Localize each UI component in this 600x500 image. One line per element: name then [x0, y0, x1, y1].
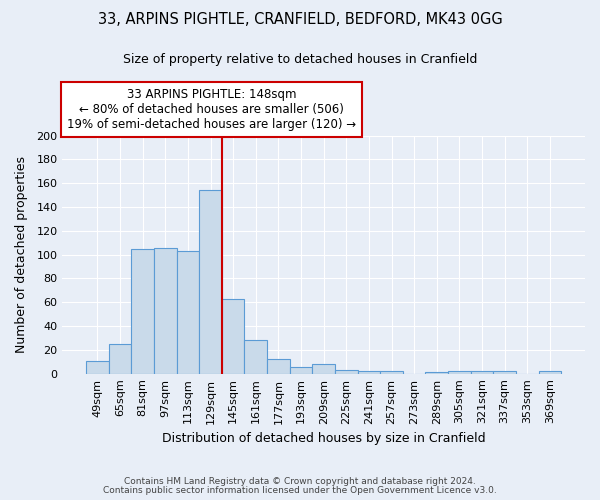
Bar	[358, 372, 380, 374]
Bar	[380, 372, 403, 374]
Text: Contains HM Land Registry data © Crown copyright and database right 2024.: Contains HM Land Registry data © Crown c…	[124, 477, 476, 486]
Bar	[290, 366, 313, 374]
Bar	[493, 372, 516, 374]
Y-axis label: Number of detached properties: Number of detached properties	[15, 156, 28, 353]
Bar	[539, 372, 561, 374]
X-axis label: Distribution of detached houses by size in Cranfield: Distribution of detached houses by size …	[162, 432, 485, 445]
Bar	[86, 360, 109, 374]
Bar	[335, 370, 358, 374]
Bar	[199, 190, 222, 374]
Text: Size of property relative to detached houses in Cranfield: Size of property relative to detached ho…	[123, 52, 477, 66]
Bar	[109, 344, 131, 374]
Text: Contains public sector information licensed under the Open Government Licence v3: Contains public sector information licen…	[103, 486, 497, 495]
Bar	[176, 251, 199, 374]
Bar	[448, 372, 471, 374]
Bar	[244, 340, 267, 374]
Bar	[313, 364, 335, 374]
Text: 33 ARPINS PIGHTLE: 148sqm
← 80% of detached houses are smaller (506)
19% of semi: 33 ARPINS PIGHTLE: 148sqm ← 80% of detac…	[67, 88, 356, 131]
Text: 33, ARPINS PIGHTLE, CRANFIELD, BEDFORD, MK43 0GG: 33, ARPINS PIGHTLE, CRANFIELD, BEDFORD, …	[98, 12, 502, 28]
Bar	[425, 372, 448, 374]
Bar	[471, 372, 493, 374]
Bar	[267, 360, 290, 374]
Bar	[131, 248, 154, 374]
Bar	[154, 248, 176, 374]
Bar	[222, 298, 244, 374]
